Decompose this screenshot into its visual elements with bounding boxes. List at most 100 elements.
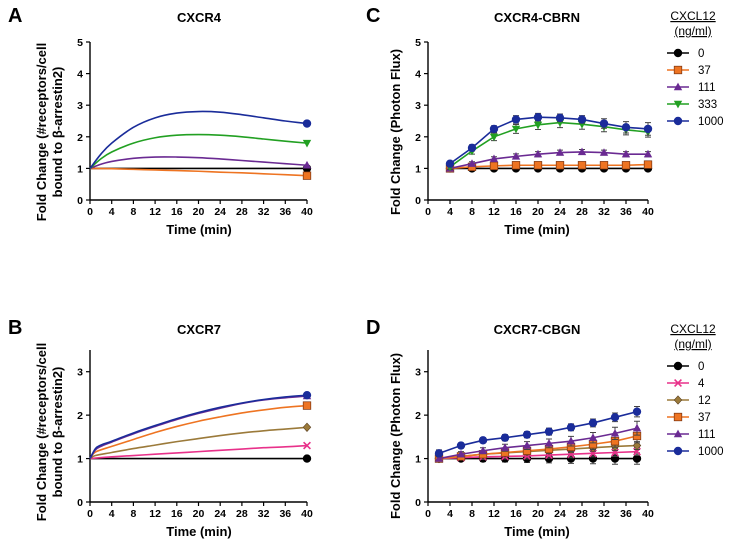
- panel-a-x-tick-label: 24: [214, 206, 226, 218]
- panel-c-data-point: [533, 149, 543, 158]
- legend-bottom-entry: 37: [667, 412, 711, 424]
- panel-c-data-point: [511, 161, 521, 170]
- panel-b: B CXCR7 Fold Change (#receptors/cell bou…: [8, 317, 313, 539]
- panel-c-x-tick-label: 16: [510, 206, 522, 218]
- panel-c-x-tick-label: 12: [488, 206, 500, 218]
- panel-c-data-point: [643, 124, 653, 134]
- panel-a-x-tick-label: 36: [279, 206, 291, 218]
- panel-c-data-point: [489, 133, 499, 142]
- panel-c-data-point: [489, 154, 499, 163]
- panel-d-x-tick-label: 16: [510, 508, 522, 520]
- panel-b-x-tick-label: 40: [301, 508, 313, 520]
- panel-d-data-point: [632, 423, 642, 432]
- panel-c: C CXCR4-CBRN Fold Change (Photon Flux) T…: [366, 5, 654, 237]
- panel-b-x-tick-label: 32: [258, 508, 270, 520]
- legend-bottom-entry: 0: [667, 361, 704, 373]
- panel-d-data-point: [566, 436, 576, 445]
- panel-b-x-tick-label: 36: [279, 508, 291, 520]
- panel-b-series-c1000: [89, 390, 312, 459]
- panel-c-data-point: [621, 161, 631, 170]
- panel-a-y-tick-label: 0: [77, 195, 83, 207]
- panel-c-series-line: [449, 151, 648, 170]
- legend-top-label: 37: [698, 65, 711, 77]
- panel-b-x-tick-label: 12: [149, 508, 161, 520]
- panel-c-data-point: [511, 151, 521, 160]
- legend-bottom-label: 111: [698, 429, 715, 441]
- panel-a-series-line: [89, 167, 308, 177]
- legend-bottom-label: 12: [698, 395, 711, 407]
- legend-bottom-entry: 111: [667, 429, 715, 441]
- panel-a-series-line: [89, 110, 308, 169]
- legend-bottom-title-line1: CXCL12: [670, 322, 716, 336]
- panel-a-series-line: [89, 156, 308, 170]
- legend-bottom-marker: [673, 395, 683, 405]
- panel-d-x-tick-label: 28: [576, 508, 588, 520]
- panel-b-series-line: [89, 394, 308, 459]
- panel-c-x-tick-label: 32: [598, 206, 610, 218]
- panel-b-series-line: [89, 426, 308, 460]
- panel-d-y-tick-label: 3: [415, 367, 421, 379]
- panel-c-data-point: [643, 149, 653, 158]
- panel-d-x-tick-label: 40: [642, 508, 654, 520]
- legend-top-marker: [673, 82, 683, 91]
- panel-a-x-tick-label: 4: [109, 206, 115, 218]
- panel-c-x-tick-label: 24: [554, 206, 566, 218]
- panel-a-ylabel-line1: Fold Change (#receptors/cell: [34, 43, 49, 221]
- legend-top-entry: 111: [667, 82, 715, 94]
- panel-c-series-c37: [445, 160, 653, 173]
- panel-c-y-tick-label: 0: [415, 195, 421, 207]
- panel-c-data-point: [643, 160, 653, 169]
- panel-d-y-tick-label: 1: [415, 454, 421, 466]
- panel-b-end-marker: [303, 441, 311, 450]
- panel-c-y-tick-label: 4: [415, 69, 421, 81]
- panel-a-series-c333: [89, 133, 312, 170]
- legend-top-entry: 0: [667, 48, 704, 60]
- panel-a-x-tick-label: 12: [149, 206, 161, 218]
- panel-d-data-point: [544, 438, 554, 447]
- panel-b-y-tick-label: 0: [77, 497, 83, 509]
- legend-top-entry: 333: [667, 99, 717, 111]
- panel-d-data-point: [456, 441, 466, 450]
- panel-a-x-tick-label: 28: [236, 206, 248, 218]
- panel-d-data-point: [434, 454, 444, 462]
- legend-bottom-marker: [674, 379, 682, 387]
- panel-c-x-tick-label: 4: [447, 206, 453, 218]
- panel-d-x-tick-label: 12: [488, 508, 500, 520]
- legend-top-title-line2: (ng/ml): [674, 24, 711, 38]
- legend-bottom: CXCL12 (ng/ml) 0 4 12 37 111 1000: [667, 322, 724, 458]
- panel-c-data-point: [555, 113, 565, 123]
- legend-bottom-entry: 1000: [667, 446, 724, 458]
- panel-d-data-point: [500, 433, 510, 442]
- panel-b-series-c4: [89, 441, 311, 460]
- panel-a-end-marker: [302, 139, 312, 148]
- panel-a-xlabel: Time (min): [166, 222, 232, 237]
- panel-d-data-point: [522, 430, 532, 439]
- panel-a-series-c37: [89, 167, 312, 180]
- legend-bottom-label: 1000: [698, 446, 724, 458]
- legend-top-marker: [673, 48, 683, 58]
- panel-c-data-point: [599, 148, 609, 156]
- panel-c-y-tick-label: 5: [415, 37, 421, 49]
- panel-d-series-line: [438, 410, 638, 455]
- legend-top-entries: 0 37 111 333 1000: [667, 48, 724, 128]
- legend-bottom-label: 4: [698, 378, 705, 390]
- legend-top-title-line1: CXCL12: [670, 9, 716, 23]
- panel-b-end-marker: [302, 454, 312, 463]
- panel-c-x-tick-label: 20: [532, 206, 544, 218]
- panel-c-xlabel: Time (min): [504, 222, 570, 237]
- panel-d-data-point: [456, 449, 466, 458]
- panel-d-series-line: [438, 450, 638, 460]
- panel-c-series-line: [449, 163, 649, 170]
- panel-c-data-point: [489, 124, 499, 134]
- panel-a-y-tick-label: 2: [77, 132, 83, 144]
- panel-b-title: CXCR7: [177, 322, 221, 337]
- panel-d-x-tick-label: 0: [425, 508, 431, 520]
- panel-b-ylabel-line1: Fold Change (#receptors/cell: [34, 343, 49, 521]
- panel-b-y-tick-label: 2: [77, 410, 83, 422]
- panel-d-data-point: [544, 427, 554, 436]
